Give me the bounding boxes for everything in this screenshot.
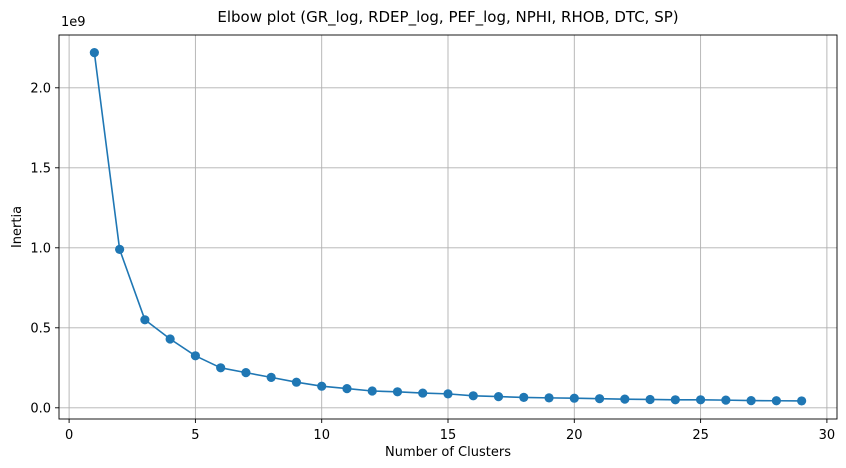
chart-title: Elbow plot (GR_log, RDEP_log, PEF_log, N… bbox=[217, 8, 678, 27]
data-point bbox=[620, 394, 630, 404]
data-point bbox=[418, 388, 428, 398]
data-point bbox=[594, 394, 605, 404]
y-tick-label: 0.0 bbox=[30, 401, 51, 416]
data-point bbox=[468, 391, 478, 401]
data-point bbox=[670, 395, 680, 405]
data-point bbox=[493, 392, 504, 402]
data-point bbox=[519, 392, 529, 402]
series-layer bbox=[89, 48, 807, 406]
data-point bbox=[89, 48, 99, 58]
data-point bbox=[721, 395, 731, 405]
y-offset-label: 1e9 bbox=[61, 15, 86, 30]
data-point bbox=[241, 368, 251, 378]
data-point bbox=[367, 386, 377, 396]
data-point bbox=[165, 334, 175, 344]
data-point bbox=[771, 396, 781, 406]
data-point bbox=[115, 244, 125, 254]
data-point bbox=[695, 395, 706, 405]
data-point bbox=[266, 372, 276, 382]
tick-layer: 0 5 10 15 20 25 30 0.0 0.5 1.0 1.5 2.0 bbox=[30, 81, 835, 443]
x-tick-label: 10 bbox=[313, 428, 330, 443]
x-tick-label: 5 bbox=[191, 428, 199, 443]
y-tick-label: 1.0 bbox=[30, 241, 51, 256]
data-point bbox=[544, 393, 554, 403]
data-point bbox=[216, 363, 226, 373]
data-point bbox=[746, 396, 756, 406]
grid-layer bbox=[59, 35, 837, 419]
data-point bbox=[645, 394, 655, 405]
y-tick-label: 0.5 bbox=[30, 321, 51, 336]
data-point bbox=[342, 384, 352, 394]
y-tick-label: 1.5 bbox=[30, 161, 51, 176]
data-point bbox=[569, 393, 579, 403]
data-point bbox=[140, 315, 150, 325]
data-point bbox=[443, 389, 453, 399]
data-point bbox=[190, 351, 201, 361]
y-axis-label: Inertia bbox=[10, 206, 25, 248]
x-tick-label: 30 bbox=[819, 428, 836, 443]
x-tick-label: 20 bbox=[566, 428, 583, 443]
y-tick-label: 2.0 bbox=[30, 81, 51, 96]
x-axis-label: Number of Clusters bbox=[385, 445, 511, 460]
x-tick-label: 0 bbox=[65, 428, 73, 443]
x-tick-label: 15 bbox=[440, 428, 457, 443]
data-point bbox=[797, 396, 807, 406]
data-point bbox=[392, 387, 403, 397]
data-point bbox=[317, 381, 327, 391]
data-point bbox=[291, 377, 302, 387]
x-tick-label: 25 bbox=[692, 428, 709, 443]
